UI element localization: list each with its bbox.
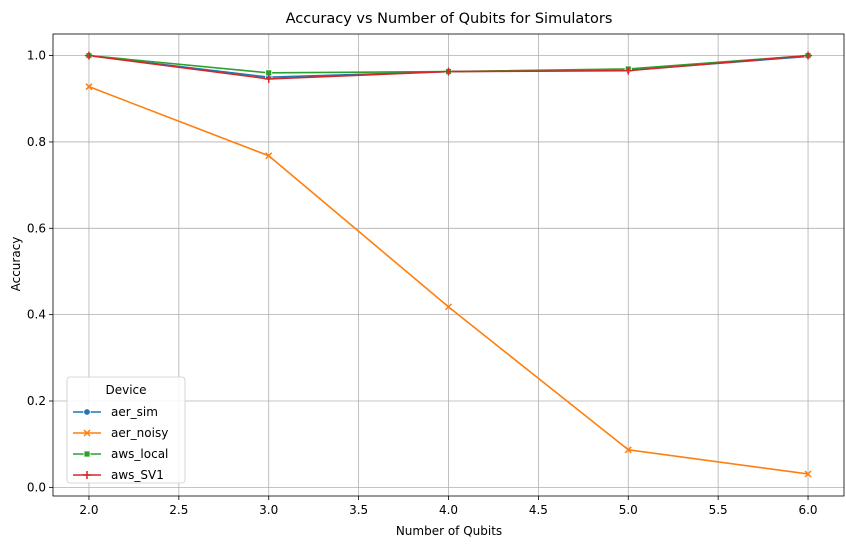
- x-tick-label: 4.5: [529, 503, 548, 517]
- y-tick-label: 0.8: [27, 135, 46, 149]
- legend-item-aer_sim: aer_sim: [73, 405, 158, 419]
- chart-title: Accuracy vs Number of Qubits for Simulat…: [286, 11, 613, 27]
- x-tick-label: 6.0: [798, 503, 817, 517]
- legend-item-aws_SV1: aws_SV1: [73, 468, 164, 482]
- legend-label: aer_sim: [111, 405, 158, 419]
- series-markers: [84, 51, 813, 478]
- legend-item-aws_local: aws_local: [73, 447, 168, 461]
- x-tick-label: 3.5: [349, 503, 368, 517]
- x-axis-ticks: 2.0 2.5 3.0 3.5 4.0 4.5 5.0 5.5 6.0: [79, 496, 818, 517]
- legend-title: Device: [105, 383, 146, 397]
- x-tick-label: 4.0: [439, 503, 458, 517]
- legend-marker: [83, 471, 91, 479]
- y-axis-label: Accuracy: [9, 237, 23, 292]
- legend-label: aws_local: [111, 447, 168, 461]
- legend-box: [66, 376, 186, 484]
- data-point-aws_SV1: [624, 66, 633, 75]
- legend-marker: [83, 429, 91, 437]
- y-tick-label: 0.6: [27, 221, 46, 235]
- legend-marker: [83, 450, 91, 458]
- legend-marker: [83, 408, 91, 416]
- data-point-aer_noisy: [265, 152, 273, 160]
- legend-label: aer_noisy: [111, 426, 168, 440]
- legend-item-aer_noisy: aer_noisy: [73, 426, 168, 440]
- y-tick-label: 0.2: [27, 394, 46, 408]
- data-point-aer_noisy: [804, 470, 812, 478]
- data-point-aer_noisy: [85, 83, 93, 91]
- y-tick-label: 1.0: [27, 49, 46, 63]
- data-point-aws_SV1: [84, 51, 93, 60]
- legend: Device aer_sim aer_noisy aws_local aws_SV1: [66, 376, 186, 484]
- data-point-aer_noisy: [444, 303, 453, 311]
- x-tick-label: 5.5: [709, 503, 728, 517]
- x-tick-label: 2.0: [79, 503, 98, 517]
- data-point-aws_SV1: [264, 74, 273, 83]
- y-tick-label: 0.0: [27, 480, 46, 494]
- legend-label: aws_SV1: [111, 468, 164, 482]
- y-tick-label: 0.4: [27, 308, 46, 322]
- x-tick-label: 5.0: [619, 503, 638, 517]
- data-point-aer_noisy: [624, 446, 632, 454]
- x-tick-label: 3.0: [259, 503, 278, 517]
- data-point-aws_SV1: [444, 67, 453, 76]
- y-axis-ticks: 0.0 0.2 0.4 0.6 0.8 1.0: [27, 49, 53, 494]
- x-axis-label: Number of Qubits: [396, 524, 502, 538]
- data-point-aws_SV1: [804, 51, 813, 60]
- x-tick-label: 2.5: [169, 503, 188, 517]
